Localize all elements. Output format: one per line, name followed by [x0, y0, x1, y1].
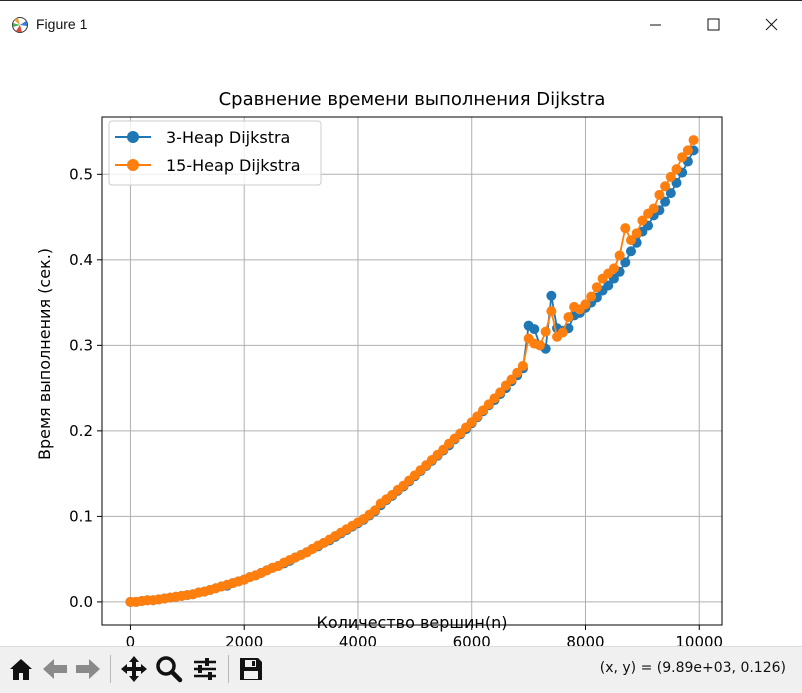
data-point: [637, 215, 648, 226]
series-line: [130, 139, 695, 603]
data-point: [648, 203, 659, 214]
data-point: [660, 181, 671, 192]
coordinate-readout: (x, y) = (9.89e+03, 0.126): [599, 660, 786, 676]
navigation-toolbar: (x, y) = (9.89e+03, 0.126): [0, 646, 802, 693]
legend: 3-Heap Dijkstra 15-Heap Dijkstra: [108, 120, 322, 186]
data-point: [534, 340, 545, 351]
minimize-button[interactable]: [626, 1, 684, 49]
x-axis-label: Количество вершин(n): [316, 613, 507, 632]
data-point: [671, 164, 682, 175]
pan-icon[interactable]: [119, 654, 149, 684]
data-point: [620, 223, 631, 234]
data-point: [677, 152, 688, 163]
data-point: [529, 324, 540, 335]
x-tick-label: 6000: [453, 633, 491, 646]
y-tick-label: 0.1: [69, 507, 93, 525]
legend-label-series1: 3-Heap Dijkstra: [166, 128, 290, 147]
data-point: [591, 282, 602, 293]
toolbar-separator: [228, 655, 229, 683]
series-2: [125, 135, 699, 607]
x-tick-label: 8000: [566, 633, 604, 646]
window-title: Figure 1: [36, 16, 88, 32]
chart-svg: 0 2000 4000 6000 8000 10000 0.0 0.1 0.2 0.3 0.4 0.5…: [35, 89, 723, 651]
x-tick-label: 2000: [225, 633, 263, 646]
y-tick-label: 0.2: [69, 422, 93, 440]
data-point: [665, 188, 676, 199]
legend-box: [108, 120, 322, 186]
matplotlib-icon: [11, 16, 29, 34]
series-layer: [125, 135, 699, 607]
series-line: [130, 149, 695, 603]
data-point: [665, 171, 676, 182]
legend-marker-series1: [127, 131, 139, 143]
maximize-button[interactable]: [684, 1, 742, 49]
x-tick-label: 10000: [675, 633, 723, 646]
data-point: [540, 326, 551, 337]
forward-icon[interactable]: [73, 654, 103, 684]
data-point: [370, 505, 381, 516]
plot-frame: [101, 116, 723, 626]
y-axis-label: Время выполнения (сек.): [35, 248, 54, 460]
data-point: [614, 250, 625, 261]
data-point: [586, 291, 597, 302]
home-icon[interactable]: [6, 654, 36, 684]
tick-layer: 0 2000 4000 6000 8000 10000 0.0 0.1 0.2 0.3 0.4 0.5: [69, 165, 723, 651]
data-point: [557, 327, 568, 338]
figure-canvas[interactable]: 0 2000 4000 6000 8000 10000 0.0 0.1 0.2 0.3 0.4 0.5…: [0, 48, 802, 651]
data-point: [682, 145, 693, 156]
legend-label-series2: 15-Heap Dijkstra: [166, 156, 301, 175]
data-point: [506, 374, 517, 385]
window-titlebar: Figure 1: [0, 0, 802, 48]
data-point: [580, 299, 591, 310]
zoom-icon[interactable]: [154, 654, 184, 684]
data-point: [495, 387, 506, 398]
data-point: [512, 367, 523, 378]
toolbar-separator: [110, 655, 111, 683]
data-point: [546, 290, 557, 301]
y-tick-label: 0.5: [69, 165, 93, 183]
data-point: [625, 235, 636, 246]
data-point: [688, 135, 699, 146]
data-point: [603, 280, 614, 291]
data-point: [517, 360, 528, 371]
data-point: [563, 312, 574, 323]
data-point: [546, 306, 557, 317]
legend-marker-series2: [127, 159, 139, 171]
data-point: [654, 189, 665, 200]
x-tick-label: 4000: [339, 633, 377, 646]
data-point: [660, 196, 671, 207]
y-tick-label: 0.4: [69, 251, 93, 269]
data-point: [620, 257, 631, 268]
y-tick-label: 0.0: [69, 593, 93, 611]
configure-icon[interactable]: [190, 654, 220, 684]
save-icon[interactable]: [236, 654, 266, 684]
grid-lines: [102, 117, 722, 625]
x-tick-label: 0: [126, 633, 136, 646]
data-point: [631, 228, 642, 239]
data-point: [625, 246, 636, 257]
close-button[interactable]: [742, 1, 800, 49]
y-tick-label: 0.3: [69, 336, 93, 354]
series-1: [125, 145, 699, 607]
back-icon[interactable]: [40, 654, 70, 684]
chart-title: Сравнение времени выполнения Dijkstra: [219, 89, 606, 110]
data-point: [608, 263, 619, 274]
